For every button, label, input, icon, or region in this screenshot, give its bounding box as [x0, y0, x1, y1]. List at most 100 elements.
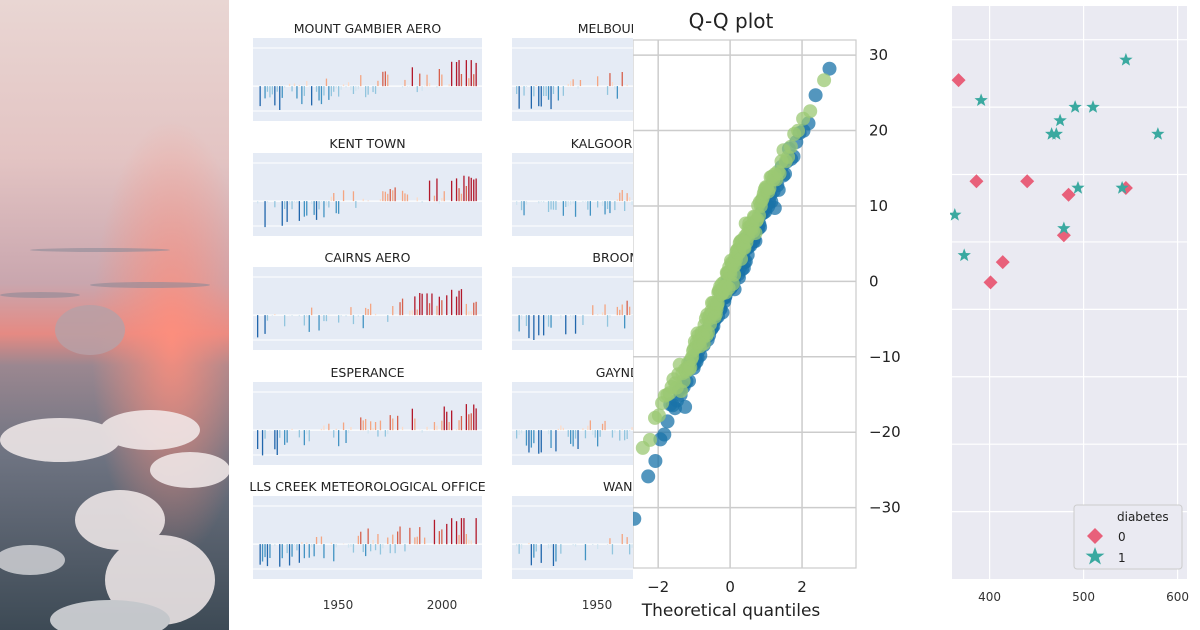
- anomaly-bar: [533, 315, 535, 340]
- anomaly-bar: [261, 430, 264, 456]
- qq-point: [748, 226, 763, 241]
- anomaly-bar: [342, 190, 345, 202]
- anomaly-bar: [311, 201, 313, 205]
- anomaly-bar: [473, 74, 475, 87]
- anomaly-bar: [609, 201, 611, 214]
- anomaly-bar: [318, 201, 320, 210]
- station-title: CAIRNS AERO: [325, 250, 411, 265]
- station-title: MOUNT GAMBIER AERO: [294, 21, 442, 36]
- anomaly-bar: [629, 430, 631, 432]
- anomaly-bar: [328, 201, 330, 208]
- anomaly-bar: [362, 420, 364, 431]
- anomaly-bar: [301, 86, 303, 105]
- anomaly-bar: [433, 519, 436, 545]
- anomaly-bar: [475, 301, 477, 316]
- anomaly-bar: [552, 201, 555, 210]
- anomaly-bar: [433, 195, 436, 202]
- anomaly-bar: [372, 427, 374, 431]
- anomaly-bar: [296, 201, 298, 204]
- anomaly-bar: [520, 315, 523, 320]
- anomaly-bar: [362, 315, 364, 329]
- anomaly-bar: [609, 315, 611, 318]
- scatter-point-diamond: [1020, 174, 1035, 189]
- qq-y-tick-label: 30: [869, 46, 888, 64]
- anomaly-bar: [286, 430, 288, 443]
- anomaly-bar: [284, 315, 286, 327]
- anomaly-bar: [281, 201, 283, 226]
- qq-y-tick-label: −20: [869, 423, 901, 441]
- anomaly-bar: [621, 190, 623, 202]
- anomaly-bar: [468, 78, 470, 87]
- anomaly-bar: [584, 430, 587, 439]
- scatter-point-star: [974, 93, 988, 106]
- anomaly-bar: [475, 518, 477, 545]
- scatter-point-star: [1086, 100, 1100, 113]
- anomaly-bar: [540, 544, 542, 563]
- anomaly-bar: [342, 84, 345, 87]
- anomaly-bar: [455, 178, 458, 202]
- anomaly-bar: [264, 315, 266, 334]
- anomaly-bar: [525, 201, 528, 205]
- anomaly-bar: [540, 201, 542, 202]
- anomaly-bar: [609, 73, 611, 87]
- anomaly-bar: [340, 86, 342, 90]
- qq-point: [648, 454, 663, 468]
- qq-plot-area: [633, 39, 857, 569]
- anomaly-bar: [291, 201, 293, 210]
- anomaly-bar: [570, 430, 572, 444]
- anomaly-bar: [619, 430, 621, 441]
- anomaly-bar: [298, 544, 300, 563]
- anomaly-bar: [323, 315, 325, 322]
- anomaly-bar: [584, 201, 587, 202]
- scatter-point-star: [1071, 181, 1085, 194]
- anomaly-bar: [582, 315, 584, 325]
- anomaly-bar: [416, 309, 418, 316]
- qq-x-label: Theoretical quantiles: [641, 601, 821, 621]
- anomaly-bar: [473, 179, 475, 202]
- anomaly-bar: [404, 193, 406, 202]
- anomaly-bar: [274, 314, 276, 316]
- anomaly-bar: [320, 536, 323, 545]
- station-panel: [253, 153, 482, 236]
- anomaly-bar: [303, 86, 305, 96]
- anomaly-bar: [446, 411, 448, 431]
- anomaly-bar: [455, 429, 458, 431]
- anomaly-bar: [631, 427, 633, 431]
- anomaly-bar: [601, 312, 604, 316]
- qq-point: [808, 88, 823, 103]
- anomaly-bar: [347, 544, 350, 548]
- anomaly-bar: [624, 315, 626, 329]
- anomaly-bar: [345, 430, 347, 443]
- anomaly-bar: [468, 414, 470, 431]
- anomaly-bar: [426, 426, 428, 431]
- anomaly-bar: [455, 521, 458, 545]
- anomaly-bar: [470, 311, 472, 316]
- anomaly-bar: [567, 201, 569, 207]
- anomaly-bar: [597, 76, 599, 87]
- anomaly-bar: [570, 201, 572, 205]
- anomaly-bar: [350, 307, 352, 316]
- anomaly-bar: [550, 201, 552, 210]
- qq-point: [651, 408, 666, 423]
- anomaly-bar: [296, 544, 298, 551]
- anomaly-bar: [470, 413, 472, 431]
- anomaly-bar: [288, 544, 291, 566]
- anomaly-bar: [624, 430, 626, 441]
- anomaly-bar: [293, 201, 296, 203]
- anomaly-bar: [547, 86, 550, 100]
- anomaly-bar: [308, 315, 310, 332]
- anomaly-bar: [611, 82, 614, 87]
- scatter-point-diamond: [995, 255, 1010, 270]
- scatter-x-tick-label: 600: [1166, 590, 1189, 604]
- anomaly-bar: [355, 201, 357, 208]
- anomaly-bar: [394, 544, 396, 554]
- station-anomaly-grid: MOUNT GAMBIER AERO MELBOURNE (O KENT TOWN K…: [229, 0, 635, 630]
- anomaly-bar: [382, 71, 384, 87]
- anomaly-bar: [614, 86, 616, 90]
- anomaly-bar: [611, 544, 614, 555]
- qq-point: [643, 432, 657, 447]
- anomaly-bar: [296, 86, 298, 99]
- legend-label-1: 1: [1118, 551, 1126, 565]
- sunset-clouds-photo: [0, 0, 229, 630]
